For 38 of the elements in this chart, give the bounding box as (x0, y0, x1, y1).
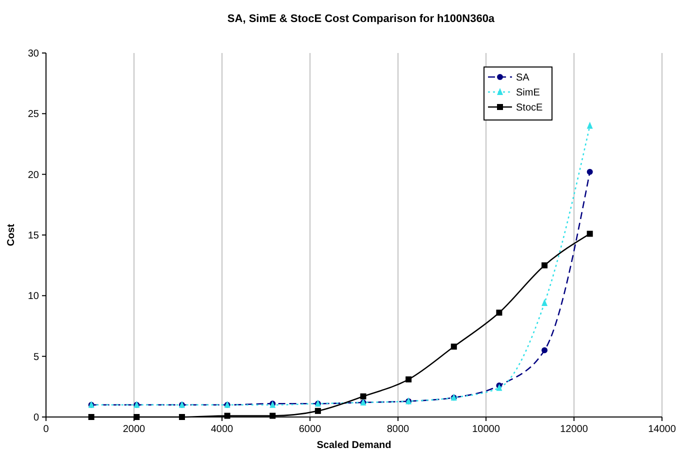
x-tick-label: 6000 (298, 424, 322, 435)
x-tick-label: 12000 (560, 424, 588, 435)
x-tick-label: 0 (43, 424, 50, 435)
y-tick-label: 20 (28, 170, 40, 181)
x-tick-label: 2000 (122, 424, 146, 435)
y-tick-label: 15 (28, 230, 40, 242)
point (496, 310, 502, 316)
point (542, 298, 548, 306)
point (542, 262, 548, 268)
point (586, 168, 593, 175)
point (224, 412, 230, 419)
point (450, 344, 457, 350)
chart-title: SA, SimE & StocE Cost Comparison for h100N360a (227, 13, 496, 25)
y-tick-label: 30 (28, 48, 40, 60)
point (360, 393, 366, 400)
x-tick-label: 4000 (210, 424, 234, 435)
point (542, 347, 548, 354)
x-tick-label: 10000 (472, 424, 500, 435)
point (496, 384, 502, 391)
point (134, 414, 140, 420)
y-tick-label: 0 (33, 412, 40, 424)
legend-label: SimE (516, 88, 540, 98)
point (586, 230, 593, 237)
point (178, 414, 185, 420)
x-axis-title: Scaled Demand (316, 440, 392, 451)
point (586, 122, 593, 129)
point (270, 412, 276, 419)
legend-label: StocE (516, 102, 544, 114)
x-tick-label: 8000 (386, 424, 410, 435)
point (406, 376, 412, 382)
y-tick-label: 25 (28, 109, 40, 120)
point (314, 408, 321, 414)
x-tick-label: 14000 (648, 424, 676, 435)
point (88, 414, 94, 420)
y-tick-label: 10 (28, 291, 40, 302)
y-tick-label: 5 (33, 352, 40, 363)
y-axis-title: Cost (6, 223, 17, 246)
legend-label: SA (516, 72, 530, 84)
